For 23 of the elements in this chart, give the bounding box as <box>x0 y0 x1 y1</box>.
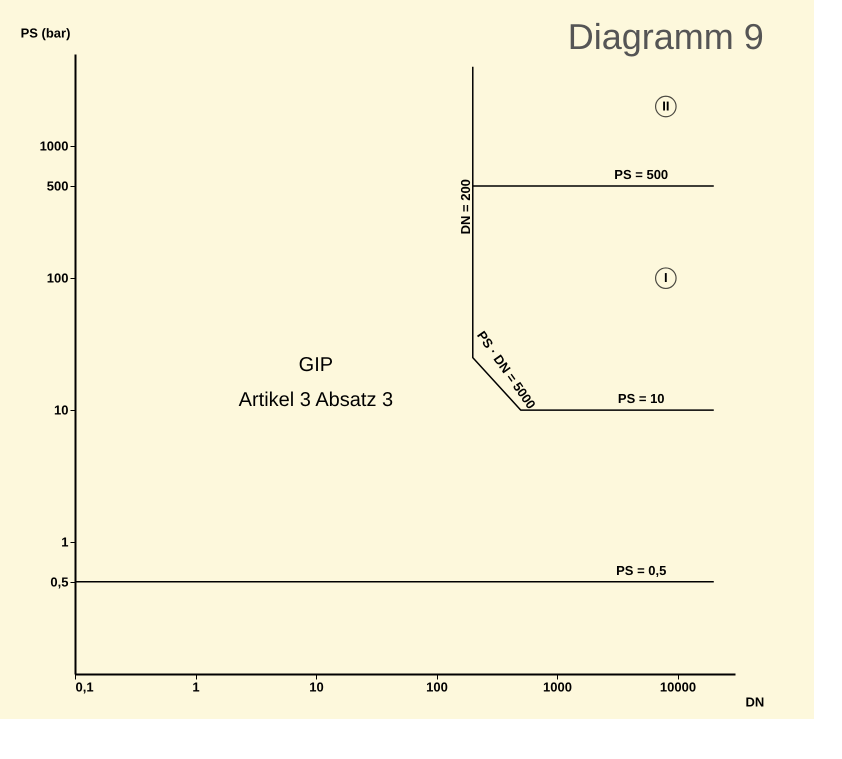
y-tick-label: 500 <box>46 178 68 194</box>
y-tick-label: 100 <box>46 270 68 286</box>
x-tick-label: 10 <box>309 680 324 694</box>
annotation: Artikel 3 Absatz 3 <box>238 388 394 411</box>
y-tick-label: 0,5 <box>50 574 68 590</box>
x-tick-label: 1 <box>192 680 200 694</box>
chart-title: Diagramm 9 <box>568 16 764 57</box>
y-tick-label: 1 <box>61 534 68 550</box>
y-axis-title: PS (bar) <box>20 26 70 40</box>
annotation: DN = 200 <box>458 179 473 234</box>
x-axis-title: DN <box>746 694 764 710</box>
annotation: GIP <box>298 354 334 376</box>
annotation: PS = 10 <box>618 391 665 406</box>
annotation: PS = 0,5 <box>616 562 666 578</box>
annotation: II <box>662 98 670 114</box>
x-tick-label: 1000 <box>543 680 572 694</box>
x-tick-label: 0,1 <box>76 680 94 694</box>
annotation: PS = 500 <box>614 166 668 182</box>
x-tick-label: 100 <box>426 680 448 694</box>
y-tick-label: 10 <box>54 402 68 418</box>
y-tick-label: 1000 <box>40 138 68 154</box>
x-tick-label: 10000 <box>660 680 696 694</box>
annotation: I <box>664 270 668 286</box>
